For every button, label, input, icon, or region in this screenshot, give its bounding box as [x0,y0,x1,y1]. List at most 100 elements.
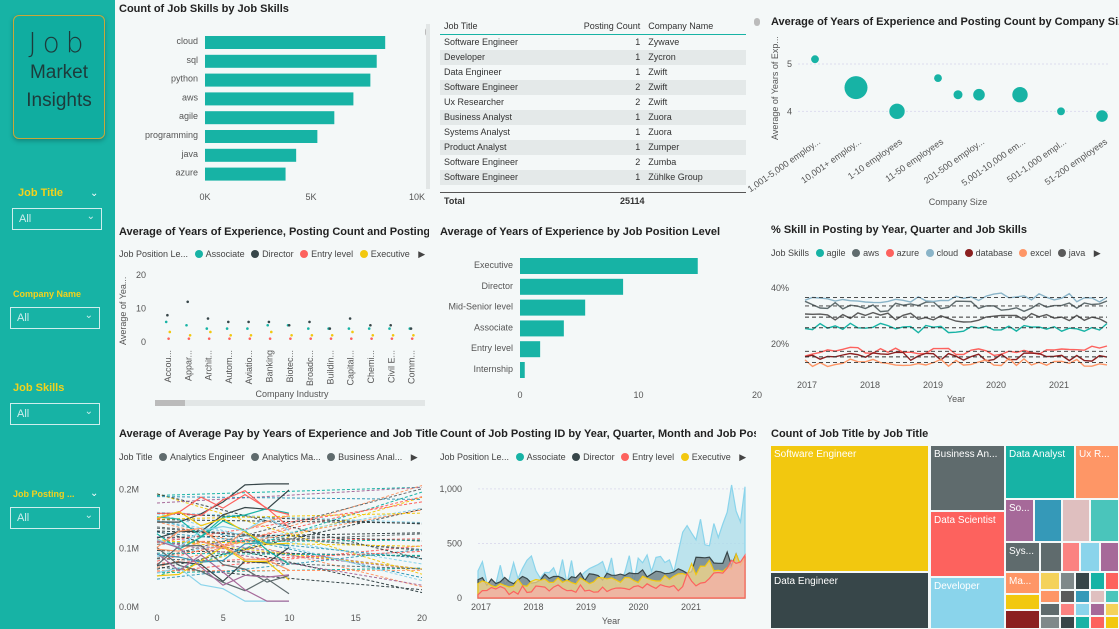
treemap-tile[interactable] [1005,594,1040,610]
treemap-tile[interactable] [1075,616,1090,629]
treemap-tile[interactable] [1090,603,1105,616]
treemap-tile[interactable] [1100,542,1119,572]
treemap-tile[interactable]: Business An... [930,445,1005,511]
table-row[interactable]: Software Engineer 1 Zühlke Group [440,169,746,185]
table-row[interactable]: Software Engineer 2 Zwift [440,79,746,95]
treemap-tile[interactable] [1040,572,1060,590]
treemap-tile[interactable]: Ux R... [1075,445,1119,499]
legend-dot [885,249,894,257]
legend-item[interactable]: Associate [526,452,566,462]
table-scrollbar[interactable] [754,18,760,26]
legend-item[interactable]: Executive [370,249,410,259]
legend-item[interactable]: Executive [691,452,731,462]
treemap-tile[interactable] [1060,590,1075,603]
table-row[interactable]: Software Engineer 1 Zywave [440,35,746,50]
table-row[interactable]: Software Engineer 2 Zumba [440,155,746,170]
treemap-tile[interactable]: Developer [930,577,1005,629]
legend-next-icon[interactable]: ▶ [1093,248,1101,258]
legend-title: Job Title [119,452,153,462]
legend-item[interactable]: Associate [205,249,245,259]
treemap-tile[interactable] [1062,542,1080,572]
treemap-tile[interactable] [1105,572,1119,590]
treemap-tile[interactable] [1040,616,1060,629]
legend-item[interactable]: agile [826,248,846,258]
table-row[interactable]: Developer 1 Zycron [440,49,746,65]
treemap-tile[interactable]: So... [1005,499,1034,542]
chevron-down-icon[interactable]: ⌄ [90,188,99,199]
skill-legend: Job Skills agile aws azure cloud databas… [771,248,1101,259]
legend-next-icon[interactable]: ▶ [418,249,426,259]
table-row[interactable]: Product Analyst 1 Zumper [440,139,746,155]
legend-item[interactable]: Director [262,249,294,259]
treemap-tile[interactable] [1080,542,1100,572]
treemap-tile[interactable] [1040,542,1062,572]
dropdown-value: All [17,408,30,420]
table-row[interactable]: Ux Researcher 2 Zwift [440,95,746,110]
treemap-tile[interactable]: Sys... [1005,542,1040,572]
legend-item[interactable]: Analytics Ma... [262,452,321,462]
job-skills-dropdown[interactable]: All ⌄ [10,403,100,425]
industry-scrollbar-track[interactable] [155,400,425,406]
treemap-tile[interactable] [1060,616,1075,629]
table-row[interactable]: Data Engineer 1 Zwift [440,65,746,80]
legend-item[interactable]: aws [863,248,880,258]
treemap-tile[interactable] [1105,590,1119,603]
legend-item[interactable]: cloud [936,248,959,258]
legend-item[interactable]: excel [1030,248,1052,258]
treemap-title: Count of Job Title by Job Title [771,428,929,440]
legend-next-icon[interactable]: ▶ [739,452,747,462]
column-header[interactable]: Posting Count [554,18,645,35]
chevron-down-icon[interactable]: ⌄ [90,488,99,499]
legend-item[interactable]: Director [583,452,615,462]
treemap-tile[interactable] [1090,616,1105,629]
treemap-tile[interactable] [1060,572,1075,590]
treemap-tile[interactable] [1075,590,1090,603]
treemap-tile[interactable] [1034,499,1062,542]
job-title-dropdown[interactable]: All ⌄ [12,208,102,230]
treemap-tile[interactable] [1040,590,1060,603]
column-header[interactable]: Job Title [440,18,555,35]
column-header[interactable]: Company Name [644,18,746,35]
treemap-tile[interactable] [1090,499,1119,542]
treemap-tile[interactable]: Data Engineer [770,572,929,629]
skill-pct-chart-title: % Skill in Posting by Year, Quarter and … [771,224,1027,236]
legend-item[interactable]: Entry level [632,452,675,462]
treemap-tile[interactable]: Data Scientist [930,511,1005,577]
legend-item[interactable]: Entry level [311,249,354,259]
skills-scrollbar-track[interactable] [426,24,430,189]
legend-item[interactable]: Analytics Engineer [170,452,245,462]
legend-dot [1057,249,1066,257]
slicer-title-company-name: Company Name [13,289,82,299]
industry-scrollbar-thumb[interactable] [155,400,185,406]
table-row[interactable]: Systems Analyst 1 Zuora [440,125,746,140]
treemap-tile[interactable] [1090,590,1105,603]
treemap-tile[interactable] [1105,603,1119,616]
logo-line-2: Market [29,62,89,83]
treemap-tile[interactable]: Data Analyst [1005,445,1075,499]
legend-item[interactable]: database [975,248,1013,258]
treemap-tile[interactable] [1075,603,1090,616]
legend-item[interactable]: azure [896,248,920,258]
treemap-tile[interactable] [1040,603,1060,616]
treemap-tile[interactable]: Software Engineer [770,445,929,572]
table-cell: Zwift [648,97,668,107]
job-posting-dropdown[interactable]: All ⌄ [10,507,100,529]
legend-next-icon[interactable]: ▶ [410,452,418,462]
level-chart-title: Average of Years of Experience by Job Po… [440,226,720,238]
treemap-tile[interactable] [1075,572,1090,590]
treemap-tile[interactable] [1062,499,1090,542]
treemap-tile[interactable] [1005,610,1040,629]
company-name-dropdown[interactable]: All ⌄ [10,307,100,329]
treemap-tile[interactable] [1105,616,1119,629]
legend-dot [515,453,524,461]
legend-item[interactable]: Business Anal... [338,452,403,462]
treemap-tile[interactable] [1090,572,1105,590]
table-cell: Developer [440,49,555,65]
treemap-tile[interactable]: Ma... [1005,572,1040,594]
table-cell: Business Analyst [440,109,555,125]
table-row[interactable]: Business Analyst 1 Zuora [440,109,746,125]
slicer-title-job-title: Job Title [18,187,64,199]
legend-item[interactable]: java [1068,248,1086,258]
table-cell: 1 [635,37,641,48]
treemap-tile[interactable] [1060,603,1075,616]
